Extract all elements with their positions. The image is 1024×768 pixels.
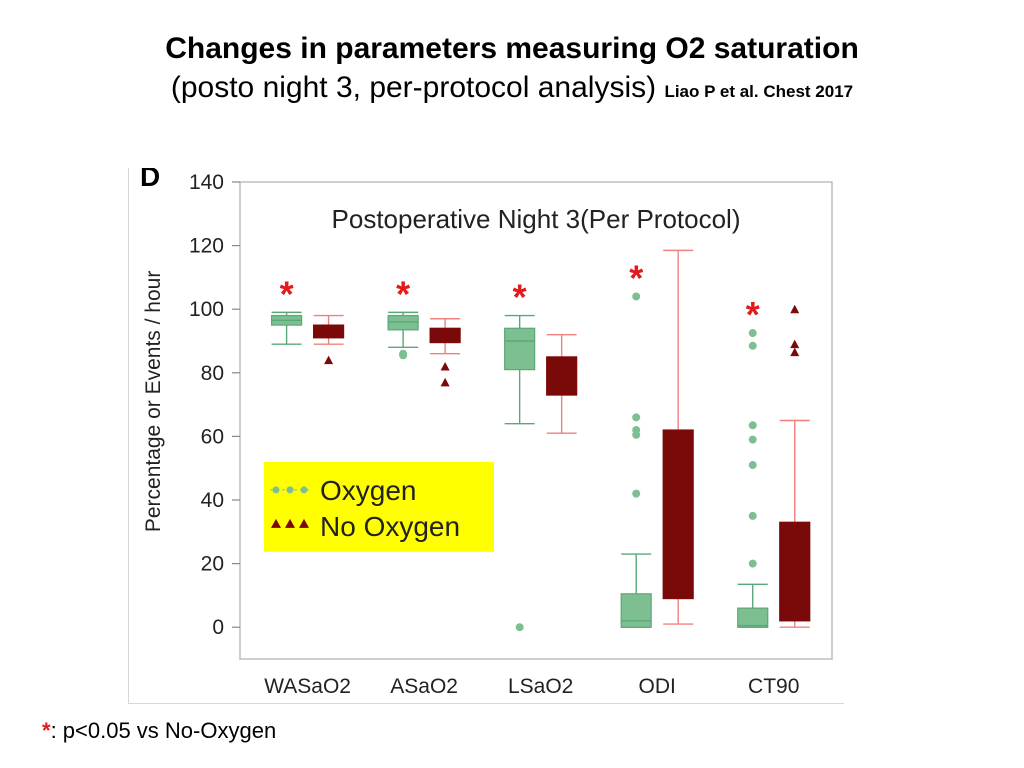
outlier-point — [324, 355, 334, 365]
outlier-point — [748, 421, 757, 430]
oxygen-box — [504, 314, 536, 632]
slide-subtitle: (posto night 3, per-protocol analysis) — [170, 71, 657, 104]
outlier-point — [748, 461, 757, 470]
x-tick-label: CT90 — [748, 675, 799, 698]
citation: Liao P et al. Chest 2017 — [664, 82, 854, 101]
outlier-point — [748, 559, 757, 568]
y-axis-label: Percentage or Events / hour — [142, 271, 165, 533]
significance-star: * — [513, 277, 527, 318]
outlier-point — [440, 361, 450, 371]
outlier-point — [632, 489, 641, 498]
x-tick-label: ODI — [639, 675, 676, 698]
oxygen-box — [270, 311, 303, 345]
no-oxygen-box — [662, 249, 694, 625]
outlier-point — [399, 351, 408, 360]
x-tick-label: LSaO2 — [508, 675, 573, 698]
y-tick-label: 40 — [201, 489, 224, 512]
footnote-text: : p<0.05 vs No-Oxygen — [50, 718, 277, 743]
box-plot-chart: D 0 20 40 60 80 100 120 140 Percentage or Events … — [128, 168, 844, 704]
plot-area — [239, 181, 833, 660]
chart-title: Postoperative Night 3(Per Protocol) — [332, 204, 741, 234]
iqr-box — [620, 593, 652, 628]
legend-oxygen-marker — [300, 486, 308, 494]
iqr-box — [387, 314, 419, 331]
y-tick-label: 80 — [201, 362, 224, 385]
legend-no-oxygen-marker — [299, 518, 309, 528]
legend-no-oxygen-marker — [285, 518, 295, 528]
slide-title: Changes in parameters measuring O2 satur… — [165, 32, 859, 65]
no-oxygen-box — [429, 318, 461, 387]
no-oxygen-box — [312, 314, 345, 365]
outlier-point — [632, 292, 641, 301]
outlier-point — [790, 304, 800, 314]
iqr-box — [779, 521, 811, 622]
legend-box — [264, 461, 494, 552]
significance-star: * — [746, 294, 760, 335]
iqr-box — [429, 327, 461, 344]
footnote: *: p<0.05 vs No-Oxygen — [42, 718, 276, 744]
legend-label-oxygen: Oxygen — [320, 475, 417, 506]
y-tick-label: 100 — [189, 298, 224, 321]
oxygen-box — [737, 329, 769, 628]
outlier-point — [790, 347, 800, 357]
outlier-point — [440, 377, 450, 387]
legend-label-no-oxygen: No Oxygen — [320, 511, 460, 542]
outlier-point — [748, 511, 757, 520]
outlier-point — [515, 623, 524, 632]
significance-star: * — [629, 257, 643, 298]
legend: Oxygen No Oxygen — [264, 461, 494, 552]
outlier-point — [790, 339, 800, 349]
slide-title-block: Changes in parameters measuring O2 satur… — [0, 30, 1024, 112]
significance-star: * — [396, 273, 410, 314]
y-tick-label: 0 — [212, 616, 224, 639]
footnote-star: * — [42, 718, 51, 743]
outlier-point — [632, 413, 641, 422]
no-oxygen-box — [546, 333, 578, 434]
no-oxygen-box — [779, 304, 811, 628]
panel-label: D — [140, 168, 160, 192]
slide-subtitle-line: (posto night 3, per-protocol analysis) L… — [0, 68, 1024, 112]
y-tick-label: 140 — [189, 171, 224, 194]
y-tick-label: 60 — [201, 425, 224, 448]
y-tick-label: 20 — [201, 553, 224, 576]
iqr-box — [662, 429, 694, 600]
legend-no-oxygen-marker — [271, 518, 281, 528]
oxygen-box — [620, 292, 652, 628]
y-tick-label: 120 — [189, 235, 224, 258]
outlier-point — [748, 435, 757, 444]
oxygen-box — [387, 311, 419, 360]
x-tick-label: ASaO2 — [390, 675, 458, 698]
iqr-box — [737, 607, 769, 628]
significance-star: * — [280, 273, 294, 314]
x-tick-label: WASaO2 — [264, 675, 351, 698]
iqr-box — [504, 327, 536, 371]
outlier-point — [748, 329, 757, 338]
outlier-point — [632, 426, 641, 435]
outlier-point — [748, 341, 757, 350]
